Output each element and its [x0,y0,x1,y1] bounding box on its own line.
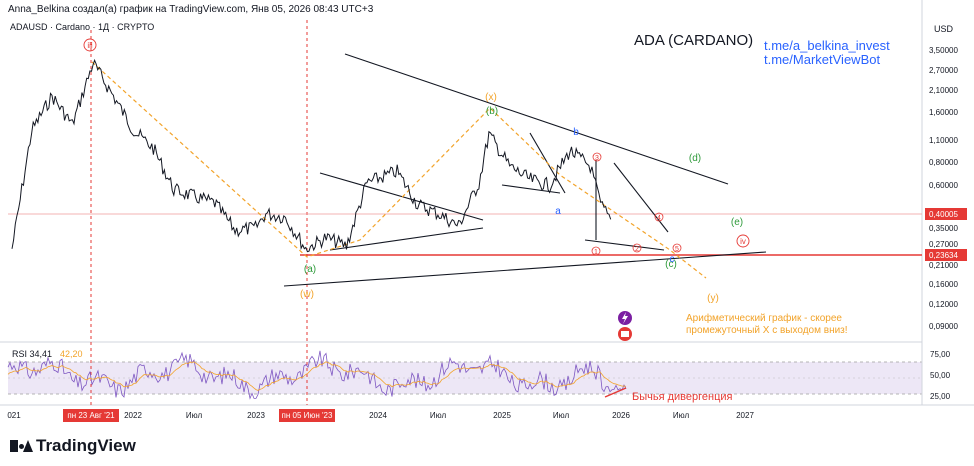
price-tick-label: 0,12000 [929,300,958,309]
wave-2-circle [632,243,642,253]
time-tick-label: 2025 [493,411,511,420]
rsi-ma-label: 42,20 [60,349,83,359]
chart-title: ADA (CARDANO) [634,32,753,49]
price-tick-label: 2,70000 [929,66,958,75]
wave-5-circle [672,243,682,253]
rsi-ma-line [7,361,627,391]
triangle-lower [329,227,484,251]
wave-4-circle [654,212,664,222]
wave-b-blue: b [573,127,579,138]
time-tick-label: 2023 [247,411,265,420]
time-tick-label: 2027 [736,411,754,420]
flag-icon-glyph [621,331,629,337]
trendlines [283,53,767,287]
time-tick-label: 2026 [612,411,630,420]
wave-y: (y) [707,293,719,304]
wave-a-green: (a) [304,264,316,275]
price-tick-label: 0,16000 [929,280,958,289]
rsi-series-line [7,350,627,400]
time-tick-label: Июл [430,411,447,420]
price-tick-label: 1,60000 [929,108,958,117]
wave-5: 5 [675,246,679,253]
triangle-upper [319,172,484,221]
price-tick-label: 0,21000 [929,261,958,270]
price-tag-bg [925,208,967,220]
price-tag-bg [925,249,967,261]
price-tick-label: 0,40005 [929,210,958,219]
price-tick-label: 0,27000 [929,240,958,249]
time-tick-label: Июл [553,411,570,420]
wave-3-circle [592,152,602,162]
price-tick-label: 0,09000 [929,322,958,331]
link-1[interactable]: t.me/a_belkina_invest [764,38,890,53]
tradingview-logo-text: TradingView [36,436,136,455]
rsi-tick-label: 75,00 [930,350,951,359]
link-2[interactable]: t.me/MarketViewBot [764,52,880,67]
wave-2: 2 [635,246,639,253]
wave-iii-label: iii [87,41,93,50]
time-highlight-bg [63,409,119,422]
comment-line-1: Арифметический график - скорее [686,312,842,324]
time-axis-ticks: 021 2022 Июл 2023 2024 Июл 2025 Июл 2026 Июл 2027 п… [7,409,754,422]
price-tick-label: 2,10000 [929,86,958,95]
time-highlight-bg [279,409,335,422]
time-tick-label: Июл [673,411,690,420]
lightning-icon-glyph [622,312,628,324]
divergence-line [604,387,627,398]
wave-4: 4 [657,215,661,222]
price-tick-label: 3,50000 [929,46,958,55]
wedge-lower [283,251,767,287]
wave-3: 3 [595,155,599,162]
wave-c-blue: c [670,254,675,265]
price-tick-label: 0,80000 [929,158,958,167]
symbol-line: ADAUSD · Cardano · 1Д · CRYPTO [10,22,155,32]
wave-d-green: (d) [689,153,701,164]
rsi-label: RSI 34,41 [12,349,52,359]
comment-line-2: промежуточный X с выходом вниз! [686,325,848,336]
wave-c-lower [584,239,665,251]
rsi-axis-ticks: 75,00 50,00 25,00 [930,350,951,401]
rsi-tick-label: 50,00 [930,371,951,380]
price-tick-label: 0,35000 [929,224,958,233]
wave-1-circle [591,246,601,256]
wave-1: 1 [594,249,598,256]
wave-iv-label: iv [740,237,746,246]
time-tick-label: Июл [186,411,203,420]
price-axis-currency: USD [934,24,954,34]
price-tick-label: 0,60000 [929,181,958,190]
wedge-upper [344,53,729,185]
time-tick-label: 2022 [124,411,142,420]
wave-c-upper [613,162,669,233]
chart-author-line: Anna_Belkina создал(а) график на Trading… [8,4,374,15]
wave-e-green: (e) [731,217,743,228]
tradingview-logo[interactable]: TradingView [10,436,136,456]
time-tick-label: 021 [7,411,21,420]
orange-wave-path [91,61,707,279]
time-tick-label: 2024 [369,411,387,420]
wave-b-green: (b) [486,106,498,117]
wave-iii-circle [83,38,97,52]
rsi-tick-label: 25,00 [930,392,951,401]
time-highlight-label: пн 05 Июн '23 [282,411,333,420]
wave-iv-circle [736,234,750,248]
price-tick-label: 0,23634 [929,251,958,260]
tradingview-logo-icon [10,440,33,452]
wave-x: (x) [485,92,497,103]
time-highlight-label: пн 23 Авг '21 [67,411,115,420]
price-axis-ticks: 3,50000 2,70000 2,10000 1,60000 1,10000 0,800… [925,46,967,331]
price-series-line [11,58,612,253]
wave-c-green: (c) [665,259,677,270]
wave-w: (w) [300,289,314,300]
divergence-label: Бычья дивергенция [632,391,733,403]
price-tick-label: 1,10000 [929,136,958,145]
wave-a-blue: a [555,206,561,217]
